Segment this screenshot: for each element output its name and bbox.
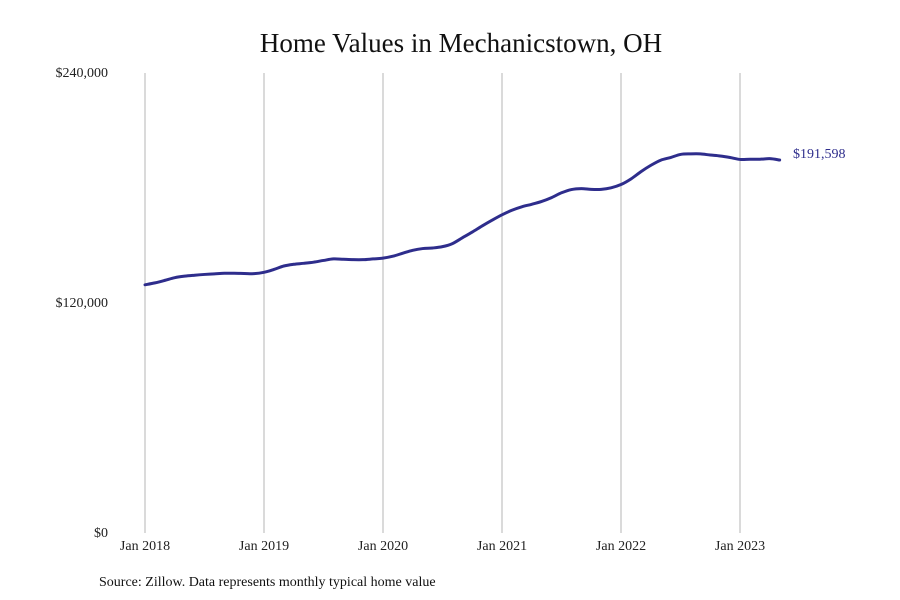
source-note: Source: Zillow. Data represents monthly … <box>99 575 436 590</box>
y-tick-label: $120,000 <box>56 296 109 311</box>
x-axis-tick-labels: Jan 2018 Jan 2019 Jan 2020 Jan 2021 Jan 2022… <box>120 539 765 554</box>
x-tick-label: Jan 2020 <box>358 539 408 554</box>
x-tick-label: Jan 2023 <box>715 539 765 554</box>
home-value-series-line <box>143 152 782 287</box>
y-tick-label: $240,000 <box>56 66 109 81</box>
x-tick-label: Jan 2018 <box>120 539 170 554</box>
x-tick-label: Jan 2019 <box>239 539 289 554</box>
y-tick-label: $0 <box>94 526 108 541</box>
x-tick-label: Jan 2021 <box>477 539 527 554</box>
chart-title: Home Values in Mechanicstown, OH <box>260 28 662 58</box>
x-gridlines <box>144 73 741 533</box>
latest-value-label: $191,598 <box>793 147 846 162</box>
x-tick-label: Jan 2022 <box>596 539 646 554</box>
y-axis-tick-labels: $0 $120,000 $240,000 <box>56 66 109 541</box>
